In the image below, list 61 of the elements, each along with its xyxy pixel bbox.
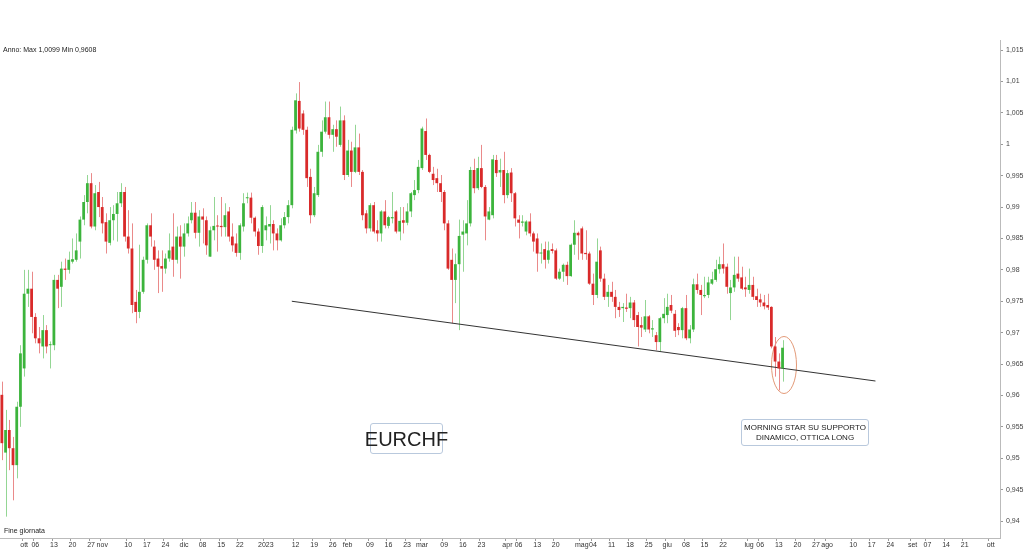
candlestick xyxy=(632,299,636,328)
candlestick xyxy=(506,169,509,199)
candlestick xyxy=(7,419,11,471)
candlestick xyxy=(331,124,335,153)
candlestick xyxy=(152,239,156,271)
candlestick xyxy=(167,232,171,263)
candlestick xyxy=(480,144,483,189)
candlestick xyxy=(160,249,164,293)
candlestick xyxy=(335,119,338,148)
candlestick xyxy=(476,156,480,191)
candlestick xyxy=(543,241,546,270)
candlestick xyxy=(197,209,201,248)
candlestick xyxy=(610,281,613,303)
candlestick xyxy=(67,251,71,275)
candlestick xyxy=(706,276,710,299)
candlestick xyxy=(178,224,182,280)
candlestick xyxy=(729,279,732,321)
candlestick xyxy=(535,232,539,273)
candlestick xyxy=(732,256,736,293)
candlestick xyxy=(546,241,550,265)
candlestick xyxy=(201,207,204,244)
candlestick xyxy=(751,276,755,301)
candlestick xyxy=(494,154,498,178)
candlestick xyxy=(164,253,167,275)
candlestick xyxy=(368,202,372,233)
candlestick xyxy=(714,259,718,283)
candlestick xyxy=(108,206,112,246)
candlestick xyxy=(454,253,457,304)
candlestick xyxy=(216,214,219,253)
candlestick xyxy=(171,212,175,278)
candlestick xyxy=(665,293,669,324)
annotation: MORNING STAR SU SUPPORTO DINAMICO, OTTICA LONG xyxy=(741,419,869,446)
candlestick xyxy=(149,212,152,248)
candlestick xyxy=(401,206,405,234)
candlestick xyxy=(628,296,632,319)
candlestick xyxy=(647,314,651,334)
candlestick xyxy=(212,196,216,241)
candlestick xyxy=(658,316,662,352)
candlestick xyxy=(193,201,197,239)
candlestick xyxy=(74,232,78,263)
candlestick xyxy=(271,219,275,251)
candlestick xyxy=(398,206,402,241)
candlestick xyxy=(520,214,524,228)
candlestick xyxy=(268,204,271,244)
candlestick xyxy=(41,314,45,359)
candlestick xyxy=(606,284,610,308)
candlestick xyxy=(111,204,115,241)
annotation: EURCHF xyxy=(364,426,449,452)
candlestick xyxy=(654,331,658,351)
candlestick xyxy=(539,242,543,265)
candlestick xyxy=(175,226,178,265)
candlestick xyxy=(138,244,141,319)
candlestick xyxy=(4,409,7,518)
candlestick xyxy=(279,217,283,243)
candlestick xyxy=(743,276,747,298)
candlestick xyxy=(45,324,48,354)
candlestick xyxy=(59,261,63,308)
candlestick xyxy=(219,196,223,238)
candlestick xyxy=(435,168,439,193)
candlestick xyxy=(56,274,60,309)
candlestick xyxy=(781,339,784,383)
